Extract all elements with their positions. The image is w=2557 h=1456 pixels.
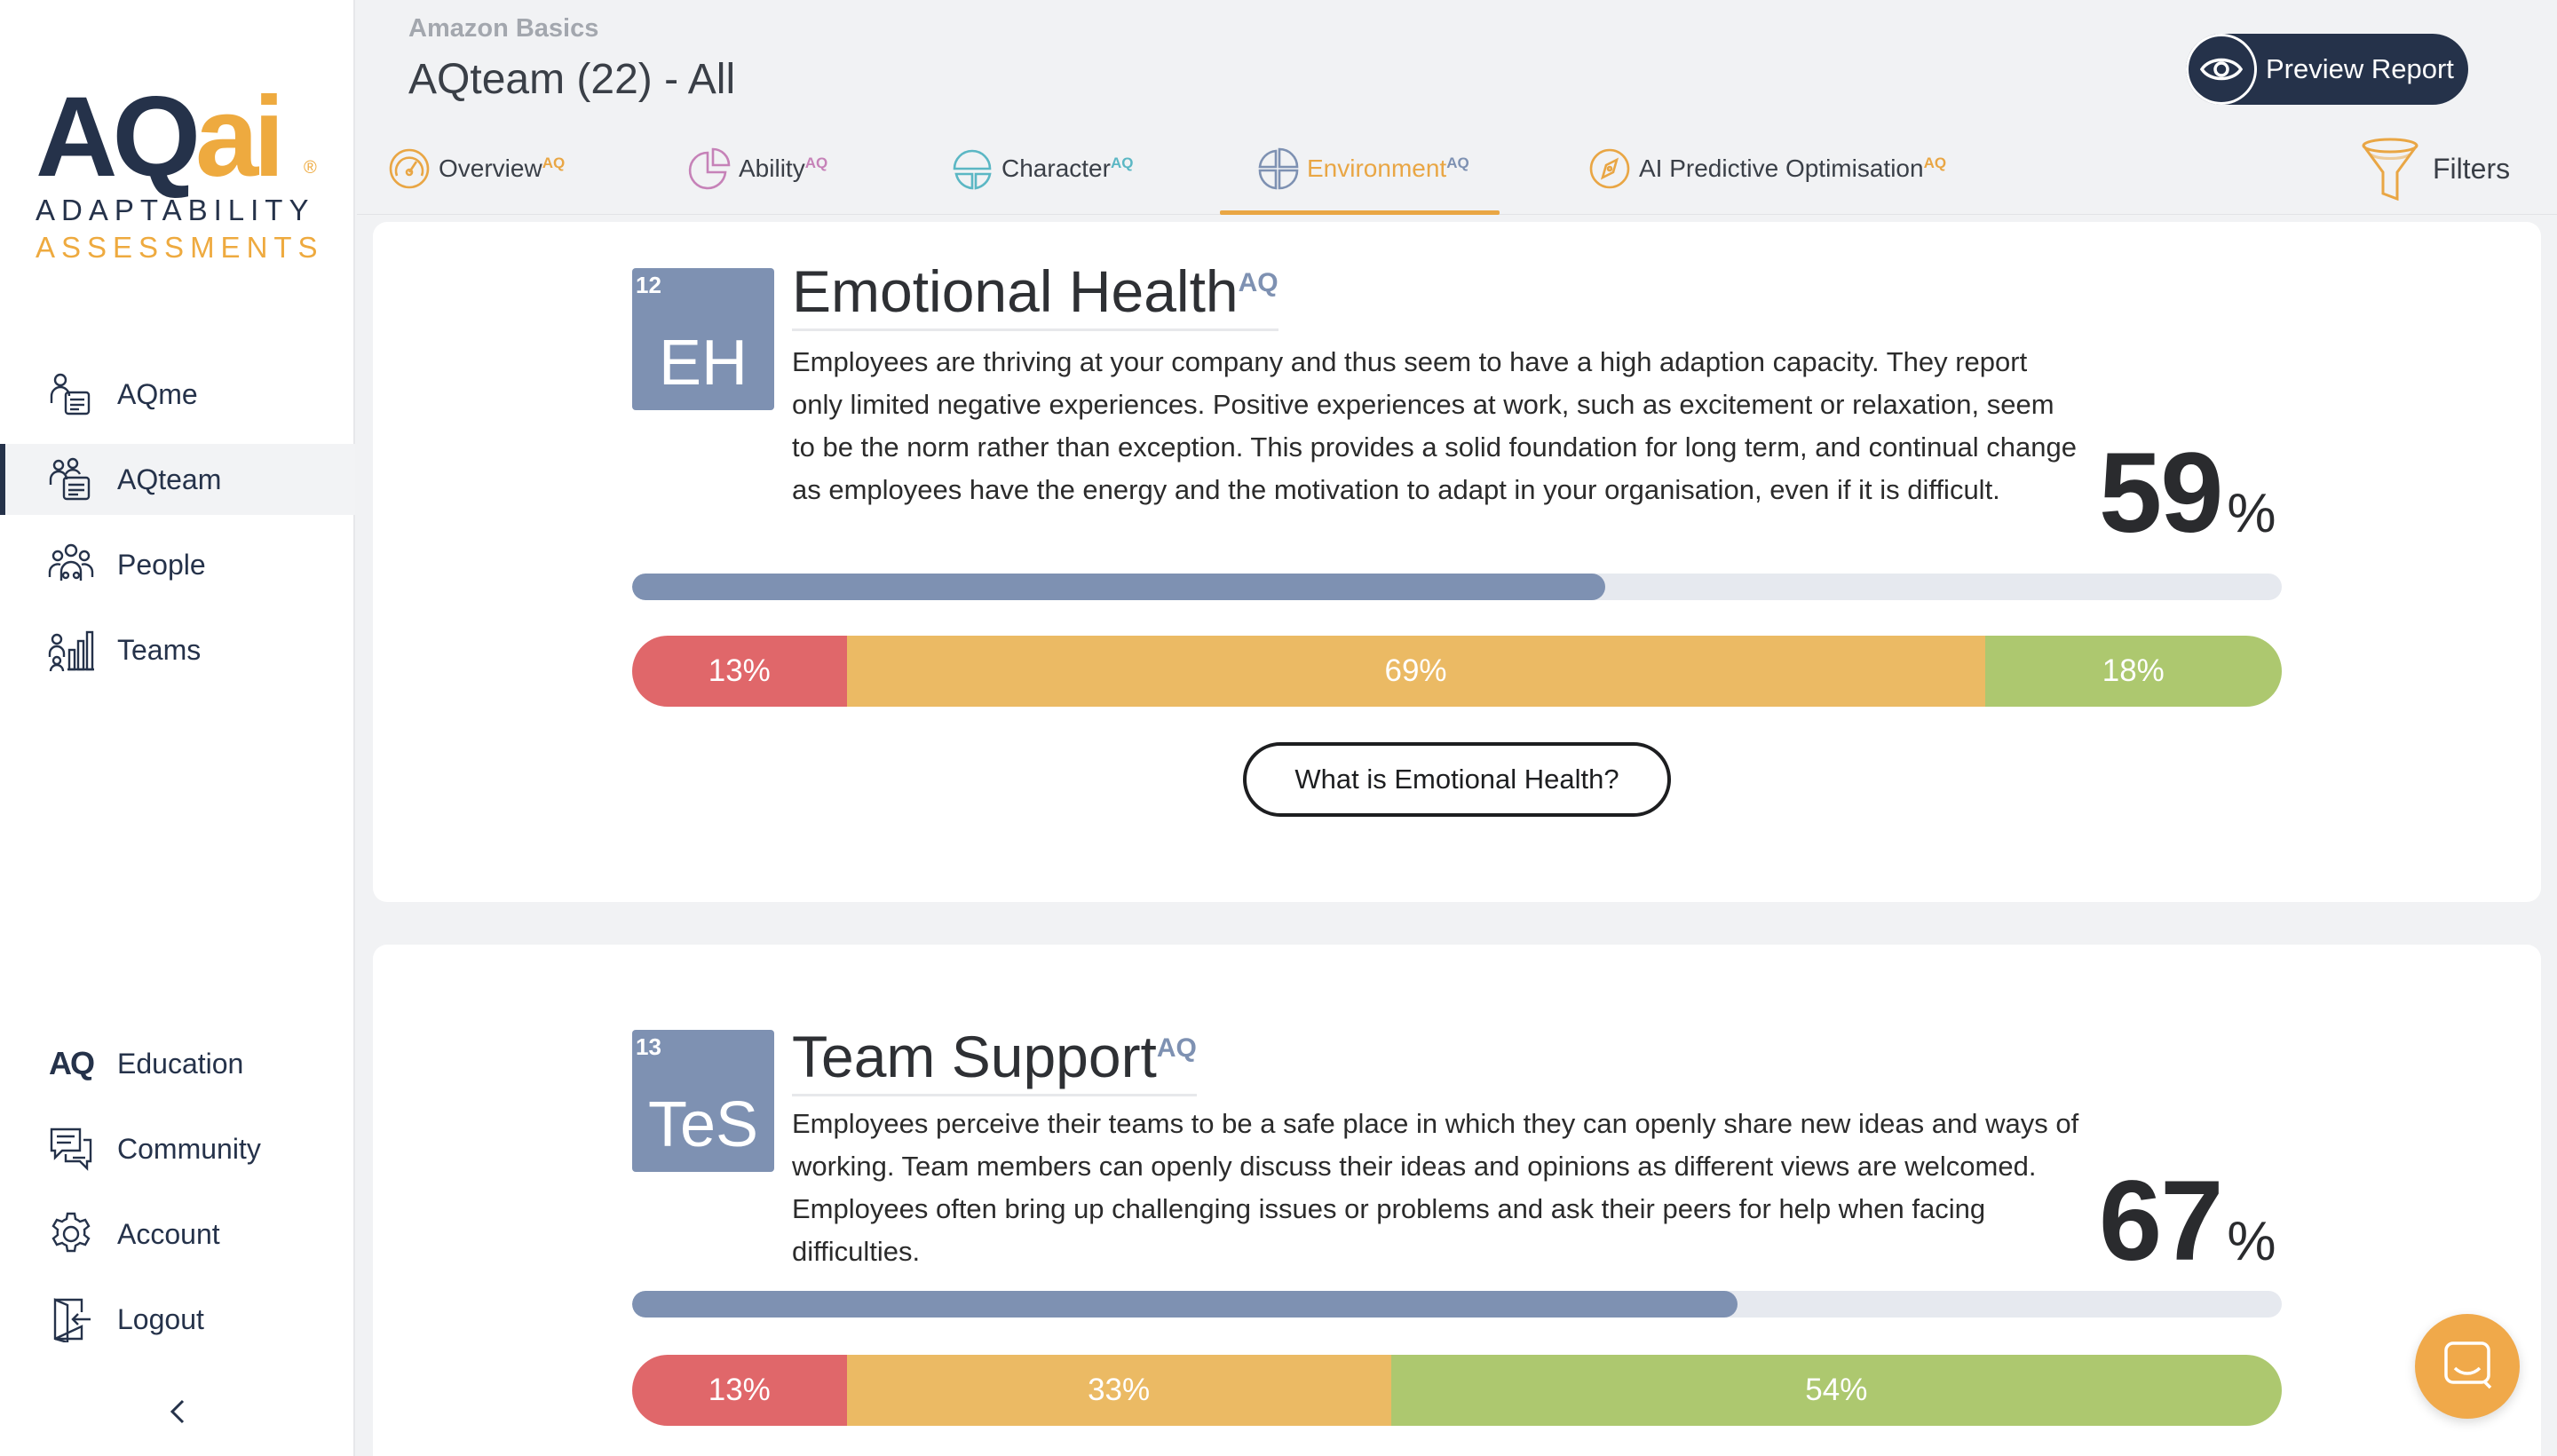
section-score: 67%: [2099, 1158, 2276, 1285]
logout-door-icon: [46, 1294, 96, 1344]
sidebar-item-logout[interactable]: Logout: [0, 1284, 355, 1355]
tab-ability[interactable]: Ability AQ: [687, 123, 827, 215]
distribution-bar: 13% 69% 18%: [632, 636, 2282, 707]
people-group-icon: [46, 540, 96, 590]
tab-superscript: AQ: [542, 154, 566, 171]
section-abbreviation: EH: [658, 328, 748, 399]
section-title: Emotional HealthAQ: [792, 257, 1278, 331]
distribution-segment-low: 13%: [632, 1355, 847, 1426]
section-tabs: Overview AQ Ability AQ Character AQ Environ…: [357, 123, 2557, 215]
score-progress-fill: [632, 574, 1606, 600]
distribution-segment-mid: 33%: [846, 1355, 1391, 1426]
score-progress-bar: [632, 1291, 2282, 1318]
sidebar-item-account[interactable]: Account: [0, 1199, 355, 1270]
sidebar-nav-main: AQme AQteam People Teams: [0, 359, 355, 700]
logo-wordmark: AQai: [36, 74, 285, 201]
distribution-bar: 13% 33% 54%: [632, 1355, 2282, 1426]
sidebar-item-aqme[interactable]: AQme: [0, 359, 355, 430]
page-title: AQteam (22) - All: [408, 56, 736, 103]
sidebar-item-label: Logout: [117, 1302, 204, 1335]
section-tile: 12 EH: [632, 268, 774, 410]
sidebar-item-label: AQme: [117, 377, 198, 410]
sidebar-item-teams[interactable]: Teams: [0, 614, 355, 685]
speedometer-icon: [387, 146, 431, 191]
chat-launcher-button[interactable]: [2415, 1314, 2520, 1419]
tab-superscript: AQ: [804, 154, 828, 171]
chat-launcher-icon: [2441, 1338, 2494, 1396]
section-abbreviation: TeS: [647, 1089, 759, 1160]
section-score: 59%: [2099, 430, 2276, 557]
preview-report-button[interactable]: Preview Report: [2186, 34, 2468, 105]
funnel-icon: [2360, 137, 2420, 201]
distribution-segment-high: 54%: [1390, 1355, 2282, 1426]
team-card-icon: [46, 455, 96, 504]
sidebar-item-label: Community: [117, 1132, 261, 1165]
sidebar-item-people[interactable]: People: [0, 529, 355, 600]
filters-label: Filters: [2433, 152, 2511, 185]
sidebar-item-label: Education: [117, 1047, 244, 1080]
sidebar-item-education[interactable]: AQ Education: [0, 1028, 355, 1099]
distribution-segment-low: 13%: [632, 636, 847, 707]
sidebar: AQai ® ADAPTABILITY ASSESSMENTS AQme AQt…: [0, 0, 355, 1456]
filters-button[interactable]: Filters: [2360, 123, 2510, 215]
sidebar-item-aqteam[interactable]: AQteam: [0, 444, 355, 515]
section-card-team-support: 13 TeS Team SupportAQ Employees perceive…: [373, 945, 2541, 1456]
aq-logo-icon: AQ: [49, 1045, 95, 1081]
distribution-segment-high: 18%: [1984, 636, 2282, 707]
tab-superscript: AQ: [1110, 154, 1134, 171]
pie-split-icon: [950, 146, 994, 191]
tab-ai-predictive-optimisation[interactable]: AI Predictive Optimisation AQ: [1587, 123, 1946, 215]
sidebar-item-label: People: [117, 548, 206, 581]
sidebar-item-label: Teams: [117, 633, 202, 666]
eye-icon: [2186, 34, 2257, 105]
tab-superscript: AQ: [1446, 154, 1469, 171]
sidebar-item-community[interactable]: Community: [0, 1113, 355, 1184]
person-card-icon: [46, 369, 96, 419]
pie-quarters-icon: [1255, 146, 1300, 191]
tab-character[interactable]: Character AQ: [950, 123, 1133, 215]
score-progress-fill: [632, 1291, 1738, 1318]
pie-fragment-icon: [687, 146, 732, 191]
sidebar-item-label: Account: [117, 1217, 220, 1250]
preview-report-label: Preview Report: [2266, 53, 2454, 84]
sidebar-item-label: AQteam: [117, 463, 222, 495]
chat-bubbles-icon: [46, 1124, 96, 1174]
gear-icon: [46, 1209, 96, 1259]
chevron-left-icon: [163, 1399, 190, 1433]
sidebar-collapse-button[interactable]: [163, 1394, 190, 1429]
page-header: Amazon Basics AQteam (22) - All Preview …: [357, 0, 2557, 123]
logo-tagline-line2: ASSESSMENTS: [36, 231, 324, 264]
section-tile: 13 TeS: [632, 1030, 774, 1172]
tab-label: Overview: [439, 154, 542, 182]
company-name: Amazon Basics: [408, 14, 599, 43]
section-card-emotional-health: 12 EH Emotional HealthAQ Employees are t…: [373, 222, 2541, 902]
tab-superscript: AQ: [1923, 154, 1947, 171]
section-description: Employees perceive their teams to be a s…: [792, 1108, 2079, 1267]
tab-overview[interactable]: Overview AQ: [387, 123, 565, 215]
brand-logo[interactable]: AQai ® ADAPTABILITY ASSESSMENTS: [36, 74, 329, 266]
tab-label: Ability: [739, 154, 805, 182]
logo-tagline-line1: ADAPTABILITY: [36, 194, 315, 226]
score-progress-bar: [632, 574, 2282, 600]
tab-label: Environment: [1307, 154, 1447, 182]
distribution-segment-mid: 69%: [846, 636, 1985, 707]
logo-registered-mark: ®: [304, 158, 317, 178]
sidebar-nav-secondary: AQ Education Community Account Logout: [0, 1028, 355, 1369]
compass-icon: [1587, 146, 1632, 191]
section-number: 13: [636, 1033, 661, 1060]
teams-chart-icon: [46, 625, 96, 675]
tab-label: Character: [1001, 154, 1111, 182]
tab-label: AI Predictive Optimisation: [1639, 154, 1924, 182]
section-number: 12: [636, 272, 661, 298]
what-is-emotional-health-button[interactable]: What is Emotional Health?: [1243, 742, 1671, 817]
tab-environment[interactable]: Environment AQ: [1220, 123, 1500, 215]
section-description: Employees are thriving at your company a…: [792, 346, 2077, 505]
section-title: Team SupportAQ: [792, 1023, 1197, 1096]
